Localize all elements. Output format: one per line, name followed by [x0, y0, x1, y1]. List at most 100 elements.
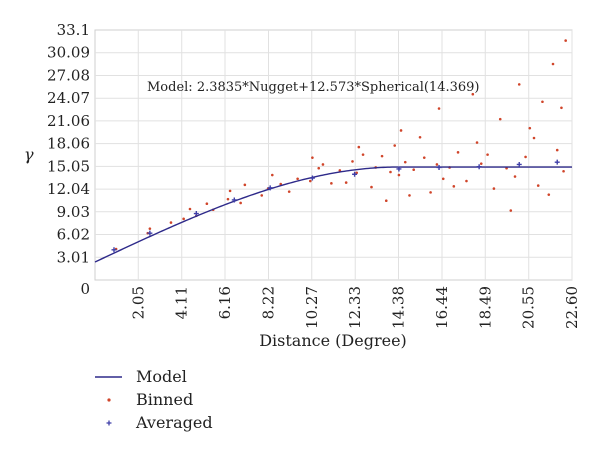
y-tick-label: 6.02 — [57, 226, 90, 244]
averaged-point — [111, 247, 117, 253]
binned-point — [148, 227, 152, 230]
binned-point — [456, 151, 460, 154]
binned-point — [287, 190, 291, 193]
binned-point — [547, 193, 551, 196]
binned-point — [188, 207, 192, 211]
x-tick-label: 12.33 — [346, 286, 364, 329]
binned-point — [351, 160, 354, 163]
x-axis-tick-labels: 2.05 4.11 6.16 8.22 10.27 12.33 14.38 16.44 18.4… — [129, 286, 581, 329]
averaged-point — [231, 197, 237, 203]
binned-point — [555, 148, 559, 152]
averaged-point — [436, 164, 442, 170]
binned-point — [260, 194, 264, 197]
binned-point — [465, 179, 468, 183]
binned-point — [308, 179, 312, 183]
averaged-point — [476, 164, 482, 170]
binned-point — [498, 117, 502, 121]
binned-point — [357, 145, 361, 149]
binned-point — [243, 183, 247, 187]
binned-point — [564, 39, 567, 42]
binned-point — [361, 153, 365, 156]
binned-point — [182, 217, 185, 221]
y-tick-label: 15.05 — [47, 157, 90, 175]
binned-point — [441, 177, 445, 181]
binned-point — [536, 184, 540, 187]
binned-point — [513, 175, 517, 178]
binned-point — [509, 209, 513, 212]
x-tick-label: 6.16 — [216, 286, 234, 319]
binned-point — [562, 169, 565, 173]
binned-point — [475, 141, 479, 144]
binned-point — [541, 100, 544, 104]
y-axis-title: γ — [24, 145, 34, 164]
legend-binned-label: Binned — [136, 390, 193, 409]
x-tick-label: 14.38 — [390, 286, 408, 329]
binned-point — [380, 154, 384, 158]
binned-point — [408, 194, 411, 197]
binned-point — [479, 162, 483, 165]
binned-point — [524, 155, 527, 159]
binned-point — [397, 173, 401, 177]
binned-point — [338, 169, 342, 172]
binned-point — [344, 181, 348, 184]
y-tick-label: 3.01 — [57, 248, 90, 266]
binned-point — [528, 126, 532, 130]
binned-point — [471, 92, 475, 96]
binned-point — [517, 83, 521, 86]
binned-point — [486, 153, 489, 156]
grid-lines — [95, 30, 573, 280]
binned-point — [270, 173, 274, 177]
y-axis-tick-labels: 0 3.01 6.02 9.03 12.04 15.05 18.06 21.06 24.07 27… — [47, 21, 90, 298]
binned-point — [321, 163, 325, 166]
averaged-point — [147, 230, 153, 236]
x-tick-label: 22.60 — [563, 286, 581, 329]
y-tick-label: 21.06 — [47, 112, 90, 130]
legend: Model Binned Averaged — [95, 367, 213, 432]
model-curve — [94, 166, 572, 263]
x-tick-label: 8.22 — [259, 286, 277, 319]
y-tick-label: 12.04 — [47, 180, 90, 198]
y-tick-label: 24.07 — [47, 89, 90, 107]
y-tick-label: 30.09 — [47, 44, 90, 62]
y-tick-label: 0 — [80, 280, 90, 298]
averaged-point — [267, 185, 273, 191]
y-tick-label: 9.03 — [57, 203, 90, 221]
binned-point — [239, 201, 242, 205]
model-annotation: Model: 2.3835*Nugget+12.573*Spherical(14… — [147, 80, 479, 95]
x-tick-label: 2.05 — [129, 286, 147, 319]
legend-averaged-label: Averaged — [135, 413, 213, 432]
binned-point — [560, 106, 563, 110]
binned-point — [279, 182, 283, 186]
binned-point — [169, 221, 173, 224]
averaged-point — [396, 166, 402, 172]
binned-point — [370, 185, 373, 189]
binned-point — [492, 187, 496, 190]
y-tick-label: 33.1 — [57, 21, 90, 39]
x-tick-label: 18.49 — [476, 286, 494, 329]
y-tick-label: 27.08 — [47, 66, 90, 84]
binned-point — [228, 189, 232, 193]
averaged-point — [309, 175, 315, 181]
binned-point — [452, 185, 456, 188]
y-tick-label: 18.06 — [47, 135, 90, 153]
binned-point — [226, 197, 230, 201]
x-tick-label: 10.27 — [303, 286, 321, 329]
binned-point — [422, 156, 426, 159]
binned-point — [532, 136, 536, 140]
x-tick-label: 16.44 — [433, 286, 451, 329]
binned-point — [384, 199, 388, 202]
x-tick-label: 4.11 — [173, 286, 191, 319]
binned-point — [403, 160, 407, 164]
averaged-point — [193, 211, 199, 217]
binned-point — [311, 156, 314, 159]
averaged-points — [111, 159, 560, 253]
binned-point — [399, 129, 403, 132]
plot-area — [94, 29, 573, 281]
binned-point — [205, 202, 209, 206]
binned-point — [551, 62, 555, 66]
binned-point — [296, 177, 299, 181]
binned-point — [355, 171, 359, 175]
binned-point — [418, 135, 422, 139]
binned-point — [330, 182, 333, 185]
